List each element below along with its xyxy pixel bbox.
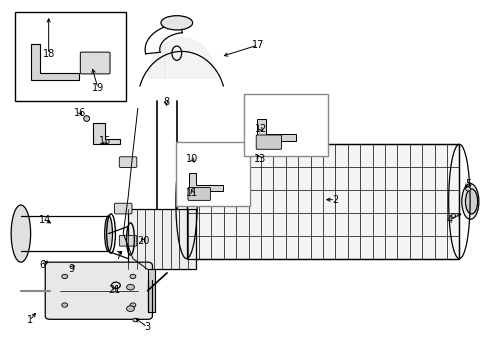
Text: 12: 12 — [255, 124, 267, 134]
Ellipse shape — [84, 116, 90, 121]
Text: 15: 15 — [98, 136, 111, 147]
Polygon shape — [189, 173, 223, 191]
FancyBboxPatch shape — [147, 269, 155, 312]
Text: 7: 7 — [115, 251, 122, 261]
Ellipse shape — [126, 284, 134, 290]
FancyBboxPatch shape — [45, 262, 152, 319]
Ellipse shape — [133, 318, 138, 322]
FancyBboxPatch shape — [187, 144, 460, 258]
Text: 2: 2 — [332, 195, 338, 204]
Text: 17: 17 — [252, 40, 264, 50]
Text: 20: 20 — [138, 237, 150, 247]
Text: 5: 5 — [465, 179, 471, 189]
Text: 8: 8 — [163, 97, 169, 107]
FancyBboxPatch shape — [115, 203, 132, 214]
Polygon shape — [128, 208, 196, 269]
Ellipse shape — [126, 306, 134, 311]
FancyBboxPatch shape — [256, 135, 282, 149]
Text: 6: 6 — [40, 260, 46, 270]
Ellipse shape — [11, 205, 30, 262]
Polygon shape — [93, 123, 120, 144]
Bar — [176, 142, 250, 206]
Polygon shape — [30, 44, 79, 80]
Ellipse shape — [130, 303, 136, 307]
Ellipse shape — [62, 274, 68, 279]
Text: 16: 16 — [74, 108, 86, 118]
Ellipse shape — [161, 16, 193, 30]
Text: 19: 19 — [92, 83, 104, 93]
Text: 9: 9 — [68, 264, 74, 274]
Text: 11: 11 — [186, 188, 198, 198]
Ellipse shape — [462, 184, 479, 219]
Text: 14: 14 — [39, 215, 51, 225]
FancyBboxPatch shape — [80, 52, 110, 74]
Text: 21: 21 — [108, 285, 121, 295]
Ellipse shape — [105, 216, 113, 251]
Ellipse shape — [466, 189, 478, 214]
Ellipse shape — [130, 274, 136, 279]
Ellipse shape — [62, 303, 68, 307]
Ellipse shape — [466, 187, 470, 191]
Text: 13: 13 — [253, 154, 266, 163]
FancyBboxPatch shape — [119, 157, 137, 167]
Bar — [15, 12, 125, 102]
Text: 3: 3 — [145, 322, 150, 332]
Ellipse shape — [452, 213, 456, 218]
Bar — [244, 94, 328, 156]
Text: 10: 10 — [186, 154, 198, 164]
Text: 18: 18 — [43, 49, 55, 59]
FancyBboxPatch shape — [119, 235, 137, 246]
Text: 1: 1 — [26, 315, 33, 325]
FancyBboxPatch shape — [188, 188, 210, 201]
Text: 4: 4 — [446, 215, 453, 225]
Polygon shape — [257, 119, 296, 141]
